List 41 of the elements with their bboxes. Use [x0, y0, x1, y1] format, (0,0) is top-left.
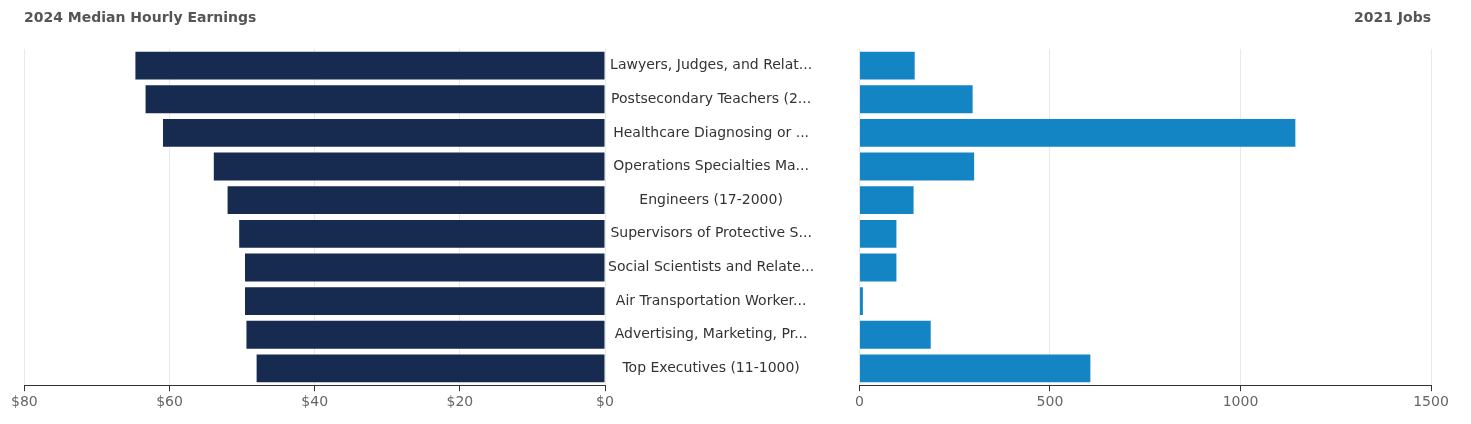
bar: [859, 253, 897, 282]
y-tick-label: Top Executives (11-1000): [621, 359, 800, 376]
bar: [859, 118, 1296, 147]
bar: [859, 152, 975, 181]
bar: [859, 186, 914, 215]
bar: [859, 219, 897, 248]
bar: [256, 354, 605, 383]
bar: [245, 287, 605, 316]
y-tick-label: Healthcare Diagnosing or ...: [613, 123, 810, 140]
x-tick-label: 1000: [1222, 393, 1259, 410]
bar: [246, 320, 605, 349]
y-tick-label: Advertising, Marketing, Pr...: [614, 325, 808, 342]
y-tick-label: Social Scientists and Relate...: [608, 258, 815, 275]
y-tick-label: Engineers (17-2000): [639, 190, 783, 207]
bar: [145, 85, 605, 114]
bar: [245, 253, 605, 282]
x-tick-label: $60: [156, 393, 183, 410]
bar: [859, 85, 973, 114]
chart-title: 2024 Median Hourly Earnings: [24, 9, 257, 26]
y-tick-label: Postsecondary Teachers (2...: [611, 89, 812, 106]
x-tick-label: 0: [854, 393, 864, 410]
bar: [859, 51, 915, 80]
y-tick-label: Air Transportation Worker...: [615, 291, 807, 308]
y-tick-label: Supervisors of Protective S...: [610, 224, 812, 241]
bar: [859, 320, 931, 349]
bar: [859, 287, 863, 316]
x-tick-label: $40: [301, 393, 329, 410]
x-tick-label: $80: [10, 393, 38, 410]
bar: [213, 152, 605, 181]
x-tick-label: 500: [1036, 393, 1064, 410]
bar: [239, 219, 605, 248]
y-tick-label: Operations Specialties Ma...: [613, 157, 809, 174]
bar: [135, 51, 605, 80]
bar: [162, 118, 605, 147]
bar: [859, 354, 1091, 383]
x-tick-label: 1500: [1413, 393, 1449, 410]
x-tick-label: $20: [446, 393, 474, 410]
bar: [227, 186, 605, 215]
x-tick-label: $0: [596, 393, 614, 410]
y-tick-label: Lawyers, Judges, and Relat...: [610, 56, 813, 73]
chart-title: 2021 Jobs: [1353, 9, 1431, 26]
